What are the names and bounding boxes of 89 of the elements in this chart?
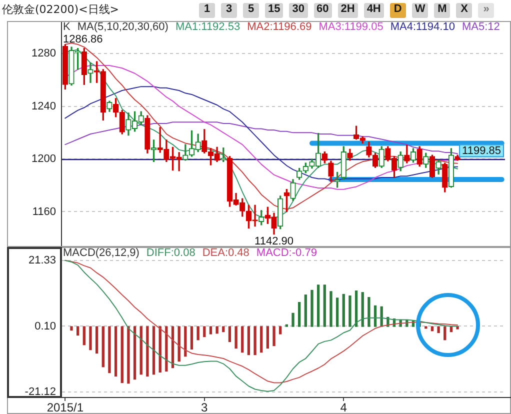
bar <box>279 326 282 334</box>
toolbar-button[interactable]: 5 <box>243 3 259 18</box>
bar <box>209 326 212 334</box>
y-tick-label: 21.33 <box>28 254 56 266</box>
toolbar-button[interactable]: 3 <box>221 3 237 18</box>
y-tick-label: 1240 <box>32 100 56 112</box>
bar <box>102 326 104 368</box>
toolbar-button[interactable]: X <box>456 3 472 18</box>
bar <box>228 326 232 342</box>
y-tick-label: 0.10 <box>34 320 56 332</box>
text: MA3:1199.05 <box>318 21 384 33</box>
bar <box>336 298 339 327</box>
bar <box>241 326 244 353</box>
bar <box>196 326 200 340</box>
bar <box>292 312 294 327</box>
y-tick-label: 1160 <box>32 206 56 218</box>
y-tick-label: 1280 <box>32 48 56 60</box>
text: MA1:1192.53 <box>175 21 240 33</box>
bar <box>140 326 142 375</box>
bar <box>184 326 187 357</box>
bar <box>304 294 307 327</box>
candlestick <box>88 62 94 83</box>
annotation: 1286.86 <box>63 34 103 46</box>
bar <box>323 284 326 327</box>
text: MACD:-0.79 <box>256 247 317 259</box>
text: DIFF:0.08 <box>146 247 196 259</box>
bar <box>260 326 263 353</box>
bar <box>234 326 238 349</box>
y-tick-label: 1200 <box>32 153 56 166</box>
y-tick-label: -21.12 <box>24 386 56 398</box>
bar <box>430 326 434 332</box>
toolbar-button[interactable]: 15 <box>265 3 284 18</box>
bar <box>310 290 314 327</box>
toolbar-button[interactable]: 2H <box>338 3 358 18</box>
toolbar-button[interactable]: 30 <box>289 3 308 18</box>
bar <box>266 326 270 349</box>
text: MA2:1196.69 <box>247 21 312 33</box>
legend-title: MA(5,10,20,30,60) <box>77 21 168 33</box>
bar <box>216 326 218 334</box>
toolbar-button[interactable]: M <box>434 3 450 18</box>
bar <box>272 326 276 346</box>
x-tick-label: 2015/1 <box>46 400 84 414</box>
bar <box>444 326 446 340</box>
toolbar-button[interactable]: 60 <box>314 3 332 18</box>
bar <box>133 326 136 380</box>
bar <box>424 326 428 329</box>
bar <box>361 292 364 327</box>
bar <box>203 326 206 338</box>
bar <box>354 290 358 327</box>
bar <box>222 326 225 332</box>
bar <box>374 305 377 327</box>
toolbar-button[interactable]: D <box>390 3 406 18</box>
bar <box>89 326 92 350</box>
bar <box>285 324 288 327</box>
bar <box>95 326 98 354</box>
bar <box>298 302 301 327</box>
toolbar-button[interactable]: W <box>412 3 428 18</box>
bar <box>165 326 168 372</box>
bar <box>120 326 124 384</box>
x-tick-label: 4 <box>340 400 348 414</box>
bar <box>127 326 130 384</box>
bar <box>254 326 256 356</box>
bar <box>437 326 440 334</box>
bar <box>70 326 73 331</box>
toolbar-button[interactable]: 4H <box>364 3 384 18</box>
bar <box>108 326 111 374</box>
bar <box>152 326 156 375</box>
bar <box>146 326 149 377</box>
text: DEA:0.48 <box>202 247 250 259</box>
toolbar-button[interactable]: 1 <box>199 3 215 18</box>
annotation: 1142.90 <box>254 235 294 248</box>
bar <box>342 294 345 327</box>
ref-line-label: 1199.85 <box>462 145 502 158</box>
legend-title: MACD(26,12,9) <box>63 247 140 259</box>
text: MA4:1194.10 <box>390 21 455 33</box>
bar <box>348 295 352 327</box>
bar <box>178 326 180 362</box>
bar <box>368 297 370 327</box>
bar <box>247 326 250 356</box>
series-label: K <box>63 21 70 33</box>
x-tick-label: 3 <box>201 400 208 414</box>
bar <box>330 291 332 327</box>
bar <box>76 326 80 336</box>
text: MA5:12 <box>462 21 500 33</box>
chart-title: 伦敦金(02200)<日线> <box>2 3 120 17</box>
bar <box>114 326 118 377</box>
bar <box>316 284 320 327</box>
bar <box>190 326 194 350</box>
bar <box>82 326 86 346</box>
